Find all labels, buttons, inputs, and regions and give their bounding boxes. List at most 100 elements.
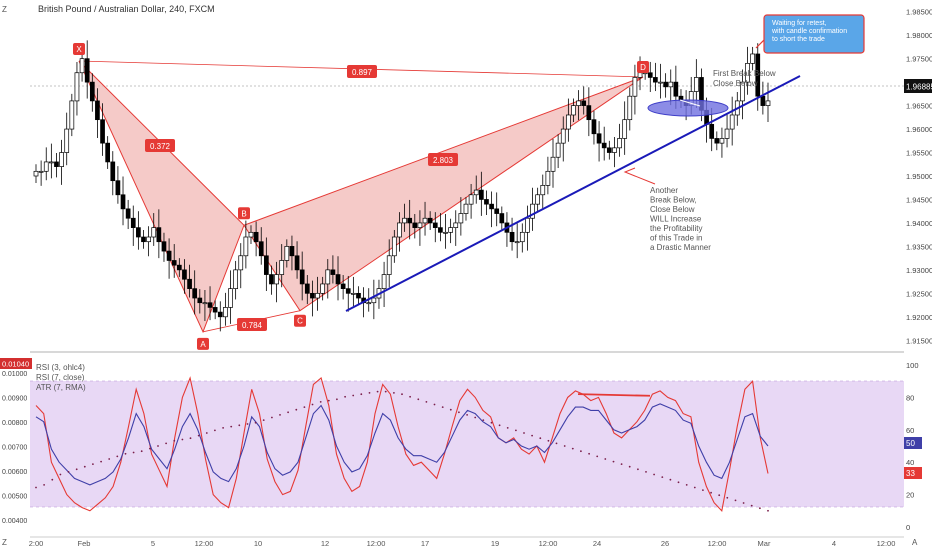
legend-rsi3: RSI (3, ohlc4): [36, 363, 85, 372]
support-trendline: [345, 75, 801, 312]
atr-current-value: 0.01040: [2, 360, 29, 369]
candle-body: [596, 133, 602, 144]
candle-body: [356, 292, 361, 299]
rsi-tick-label: 0: [906, 523, 910, 532]
candle-body: [550, 156, 556, 172]
atr-dot: [718, 494, 721, 497]
candle-body: [125, 208, 131, 219]
candle-body: [274, 274, 279, 285]
atr-dot: [222, 427, 225, 429]
candle-body: [443, 231, 448, 234]
atr-dot: [246, 423, 249, 425]
rsi3-line: [35, 376, 769, 512]
candle-body: [310, 292, 315, 299]
atr-current-badge: [0, 358, 32, 369]
candle-body: [653, 77, 658, 83]
candle-body: [407, 217, 413, 224]
candle-body: [366, 302, 372, 305]
candle-body: [187, 278, 192, 289]
price-pane: British Pound / Australian Dollar, 240, …: [30, 0, 932, 353]
candle-body: [228, 288, 233, 308]
candle-body: [438, 227, 443, 233]
candle-body: [233, 269, 238, 289]
candle-body: [468, 194, 474, 205]
time-tick-label: 10: [254, 539, 262, 548]
atr-dot: [645, 471, 647, 473]
candle-body: [279, 260, 285, 275]
atr-tick-label: 0.00900: [2, 396, 27, 403]
candle-body: [478, 189, 484, 200]
atr-dot: [238, 424, 241, 427]
rsi-axis: 100 80 60 40 20 0: [906, 361, 919, 532]
candle-body: [412, 222, 418, 228]
price-tick-label: 1.94500: [906, 195, 932, 204]
candle-body: [120, 194, 126, 210]
ratio-label: 2.803: [433, 156, 454, 165]
atr-dot: [197, 434, 200, 437]
atr-dot: [287, 411, 289, 414]
atr-dot: [628, 465, 631, 468]
rsi7-line: [35, 403, 769, 486]
atr-dot: [571, 447, 574, 450]
atr-dot: [384, 390, 387, 393]
candle-body: [509, 231, 515, 243]
candle-body: [729, 114, 735, 130]
candle-body: [458, 213, 464, 224]
candle-body: [351, 292, 356, 295]
candle-body: [535, 194, 541, 205]
atr-dot: [189, 437, 192, 440]
atr-dot: [108, 458, 111, 460]
price-tick-label: 1.97500: [906, 55, 932, 64]
atr-dot: [693, 486, 696, 489]
atr-dot: [149, 447, 151, 450]
candle-body: [386, 255, 392, 275]
rsi3-value-badge: [904, 467, 922, 479]
time-tick-label: 19: [491, 539, 499, 548]
candle-body: [740, 81, 745, 102]
callout-arrow: [755, 39, 765, 49]
candle-body: [693, 77, 699, 92]
candle-body: [719, 138, 725, 144]
first-break-arrow: [679, 99, 701, 107]
candle-body: [315, 292, 320, 299]
atr-dot: [336, 398, 338, 401]
atr-dot: [702, 489, 704, 491]
candle-body: [325, 269, 331, 285]
atr-dot: [100, 460, 102, 463]
rsi-tick-label: 60: [906, 426, 914, 435]
candle-body: [171, 260, 177, 266]
ratio-badge: [237, 318, 267, 331]
candle-body: [166, 250, 172, 261]
price-tick-label: 1.92000: [906, 313, 932, 322]
candle-body: [606, 147, 612, 153]
rsi-tick-label: 80: [906, 393, 914, 402]
legend-rsi7: RSI (7, close): [36, 373, 85, 382]
atr-dot: [742, 502, 745, 504]
price-tick-label: 1.98000: [906, 31, 932, 40]
candle-body: [223, 307, 228, 318]
candle-body: [494, 208, 500, 214]
atr-dot: [368, 392, 371, 394]
candle-body: [545, 170, 551, 186]
time-tick-label: Mar: [758, 539, 771, 548]
atr-dot: [279, 414, 281, 416]
candle-body: [320, 283, 326, 294]
candle-body: [397, 222, 402, 238]
candle-body: [673, 81, 679, 97]
atr-dot: [433, 403, 436, 406]
candle-body: [402, 217, 407, 224]
atr-dot: [230, 425, 233, 428]
candle-body: [202, 302, 208, 305]
candle-body: [253, 231, 259, 243]
atr-dot: [466, 414, 468, 416]
atr-dot: [295, 408, 298, 411]
candle-body: [581, 100, 587, 106]
retest-callout-box: [763, 14, 865, 54]
candle-body: [64, 128, 70, 153]
time-tick-label: 12:00: [539, 539, 558, 548]
time-tick-label: 12:00: [877, 539, 896, 548]
atr-dot: [67, 471, 70, 473]
candle-body: [243, 236, 249, 257]
pattern-point-badge: [238, 207, 250, 220]
